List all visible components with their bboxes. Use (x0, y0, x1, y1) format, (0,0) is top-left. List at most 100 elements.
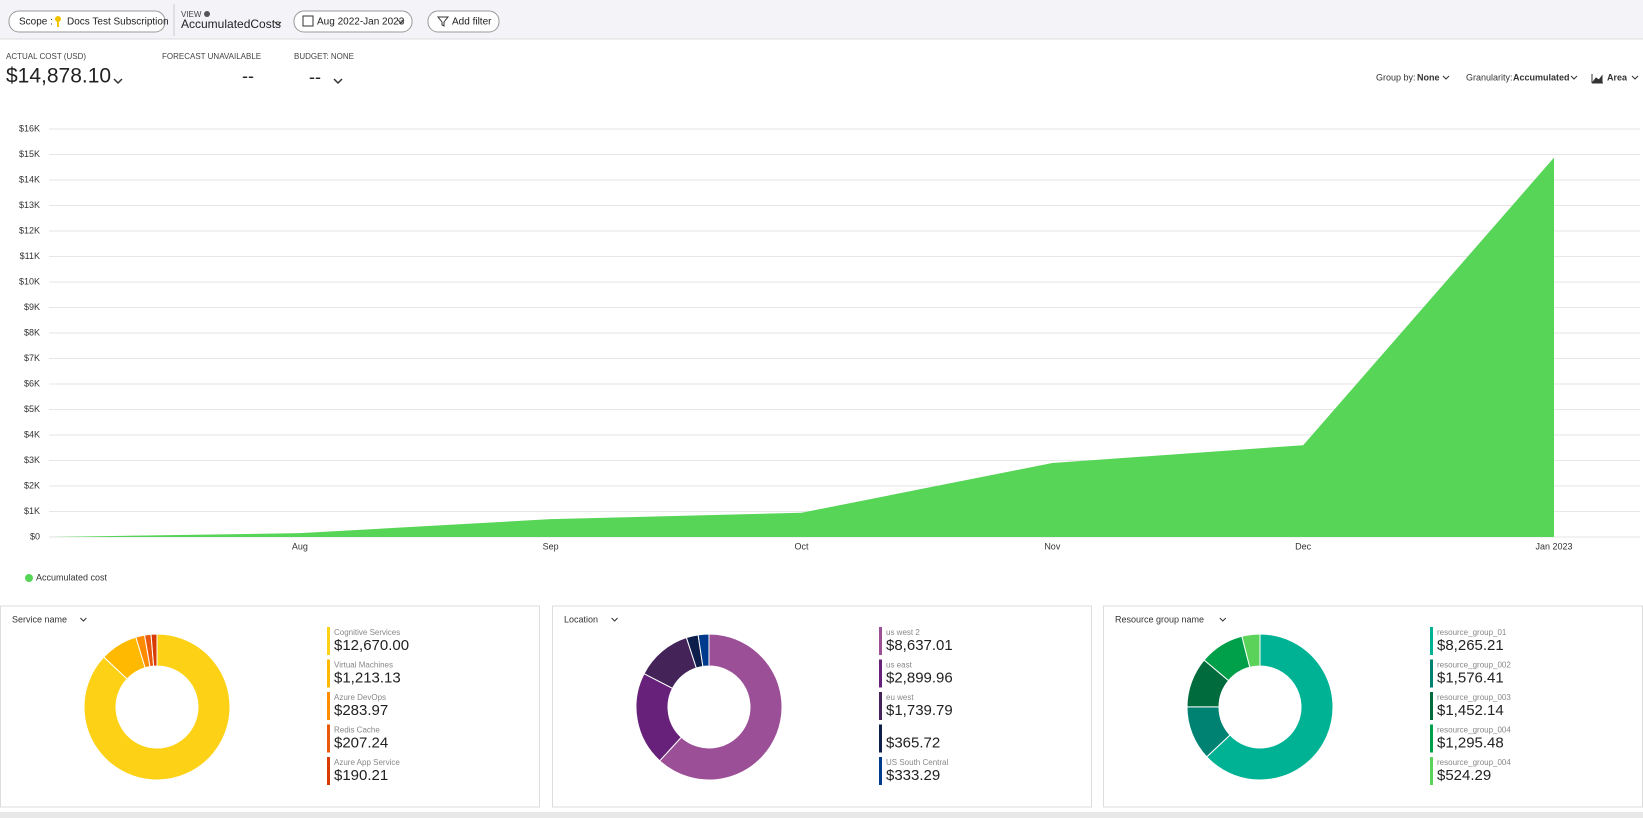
legend-label: Redis Cache (334, 726, 380, 735)
legend-label: Azure App Service (334, 758, 400, 767)
chevron (611, 617, 618, 622)
legend-value: $365.72 (886, 734, 940, 751)
legend-label: US South Central (886, 758, 948, 767)
legend-label: resource_group_004 (1437, 758, 1511, 767)
calendar-icon (302, 15, 314, 27)
forecast: -- (242, 66, 254, 86)
key-icon (55, 16, 61, 22)
chevron (397, 19, 405, 24)
legend-value: $207.24 (334, 734, 388, 751)
y-tick-label: $3K (24, 455, 40, 465)
area (49, 157, 1554, 537)
chart-type[interactable]: Area (1607, 72, 1628, 82)
panel-title: Resource group name (1115, 614, 1204, 624)
donut-slice (1241, 633, 1261, 668)
y-tick-label: $8K (24, 327, 40, 337)
chevron (80, 617, 87, 622)
legend-swatch (879, 659, 882, 688)
legend-value: $8,637.01 (886, 637, 953, 654)
chevron (274, 21, 282, 26)
donut-slice (83, 633, 231, 781)
filter-icon (436, 16, 450, 27)
legend-value: $283.97 (334, 702, 388, 719)
legend-swatch (327, 692, 330, 720)
scope-label: Scope : (19, 17, 53, 28)
info-icon (204, 11, 210, 17)
y-tick-label: $14K (19, 174, 40, 184)
legend-swatch (25, 574, 33, 582)
scope-pill[interactable] (8, 10, 166, 33)
toolbar (0, 0, 1643, 39)
legend-swatch (1430, 757, 1433, 785)
chevron (1219, 617, 1227, 622)
scope-value: Docs Test Subscription (67, 17, 169, 28)
y-tick-label: $2K (24, 480, 40, 490)
donut-slice (658, 633, 783, 781)
legend-swatch (1430, 627, 1433, 655)
legend-label: Azure DevOps (334, 693, 386, 702)
legend-label: eu west (886, 693, 914, 702)
view-value[interactable]: AccumulatedCosts (181, 17, 281, 31)
legend-label: Accumulated cost (36, 572, 108, 582)
legend-label: Virtual Machines (334, 661, 393, 670)
legend-value: $12,670.00 (334, 637, 409, 654)
x-tick-label: Dec (1295, 541, 1312, 551)
legend-value: $1,576.41 (1437, 669, 1504, 686)
chevron (1570, 75, 1578, 80)
granularity-label: Granularity: (1466, 72, 1513, 82)
donut-slice (1205, 633, 1334, 781)
legend-swatch (327, 659, 330, 688)
legend-label: resource_group_002 (1437, 661, 1511, 670)
x-tick-label: Jan 2023 (1535, 541, 1572, 551)
x-tick-label: Nov (1044, 541, 1061, 551)
legend-swatch (879, 724, 882, 753)
y-tick-label: $6K (24, 378, 40, 388)
panel (1103, 605, 1643, 808)
chevron[interactable] (333, 78, 343, 85)
y-tick-label: $5K (24, 404, 40, 414)
legend-label: us west 2 (886, 628, 920, 637)
x-tick-label: Aug (292, 541, 308, 551)
legend-value: $524.29 (1437, 767, 1491, 784)
legend-swatch (879, 692, 882, 720)
legend-swatch (879, 757, 882, 785)
y-tick-label: $4K (24, 429, 40, 439)
legend-value: $333.29 (886, 767, 940, 784)
legend-value: $1,213.13 (334, 669, 401, 686)
forecast-label: FORECAST UNAVAILABLE (162, 52, 261, 61)
y-tick-label: $1K (24, 506, 40, 516)
legend-label: resource_group_01 (1437, 628, 1507, 637)
granularity[interactable]: Accumulated (1513, 72, 1570, 82)
actual-cost: $14,878.10 (6, 65, 111, 88)
legend-value: $1,739.79 (886, 702, 953, 719)
y-tick-label: $9K (24, 302, 40, 312)
date-pill[interactable] (293, 10, 413, 33)
legend-swatch (327, 627, 330, 655)
x-tick-label: Oct (794, 541, 809, 551)
group-by[interactable]: None (1417, 72, 1440, 82)
donut-slice (697, 633, 710, 668)
legend-swatch (1430, 659, 1433, 688)
legend-swatch (1430, 724, 1433, 753)
view-label: VIEW (181, 10, 202, 19)
actual-cost-label: ACTUAL COST (USD) (6, 52, 86, 61)
group-by-label: Group by: (1376, 72, 1416, 82)
y-tick-label: $7K (24, 353, 40, 363)
budget: -- (309, 67, 321, 87)
filter-pill[interactable] (427, 10, 500, 33)
area-icon (1591, 74, 1603, 84)
chevron[interactable] (113, 78, 123, 85)
chevron (1442, 75, 1450, 80)
y-tick-label: $10K (19, 276, 40, 286)
panel-title: Location (564, 614, 598, 624)
legend-label: Cognitive Services (334, 628, 400, 637)
y-tick-label: $11K (20, 251, 40, 261)
scrollbar[interactable] (0, 812, 1643, 818)
panel (552, 605, 1092, 808)
y-tick-label: $12K (19, 225, 40, 235)
y-tick-label: $13K (19, 200, 40, 210)
donut-slice (150, 633, 158, 667)
legend-swatch (879, 627, 882, 655)
